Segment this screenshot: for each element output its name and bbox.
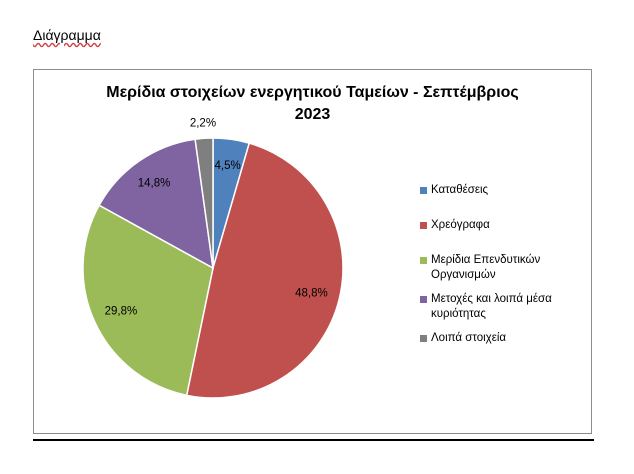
legend-swatch-5 xyxy=(420,335,427,342)
legend-swatch-3 xyxy=(420,257,427,264)
legend-label-3: Μερίδια Επενδυτικών Οργανισμών xyxy=(431,254,541,281)
chart-legend: Καταθέσεις Χρεόγραφα Μερίδια Επενδυτικών Ορ… xyxy=(420,183,590,355)
data-label-5: 2,2% xyxy=(190,118,216,130)
pie-chart: Μερίδια στοιχείων ενεργητικού Ταμείων - … xyxy=(33,69,592,434)
data-label-1: 4,5% xyxy=(215,160,241,172)
legend-label-4: Μετοχές και λοιπά μέσα κυριότητας xyxy=(431,293,552,320)
legend-item-4: Μετοχές και λοιπά μέσα κυριότητας xyxy=(420,292,590,322)
chart-title-line-1: Μερίδια στοιχείων ενεργητικού Ταμείων - … xyxy=(106,84,519,101)
pie-slice-3 xyxy=(82,204,214,397)
legend-item-5: Λοιπά στοιχεία xyxy=(420,331,590,346)
pie-slice-5 xyxy=(194,137,214,269)
legend-swatch-1 xyxy=(420,187,427,194)
data-label-2: 48,8% xyxy=(295,287,328,299)
document-heading: Διάγραμμα xyxy=(33,27,101,43)
legend-label-2: Χρεόγραφα xyxy=(431,219,490,231)
legend-swatch-2 xyxy=(420,222,427,229)
legend-item-2: Χρεόγραφα xyxy=(420,218,590,233)
legend-item-3: Μερίδια Επενδυτικών Οργανισμών xyxy=(420,253,590,283)
legend-item-1: Καταθέσεις xyxy=(420,183,590,198)
chart-title-line-2: 2023 xyxy=(294,106,331,123)
data-label-4: 14,8% xyxy=(138,177,171,189)
bottom-rule xyxy=(33,439,594,441)
pie-slice-4 xyxy=(98,138,214,270)
pie-plot-area: 4,5% 48,8% 29,8% 14,8% 2,2% xyxy=(82,118,344,399)
legend-label-1: Καταθέσεις xyxy=(431,184,489,196)
pie-slice-2 xyxy=(185,142,344,399)
chart-title: Μερίδια στοιχείων ενεργητικού Ταμείων - … xyxy=(34,82,591,126)
data-label-3: 29,8% xyxy=(105,305,138,317)
legend-label-5: Λοιπά στοιχεία xyxy=(431,332,507,344)
legend-swatch-4 xyxy=(420,296,427,303)
